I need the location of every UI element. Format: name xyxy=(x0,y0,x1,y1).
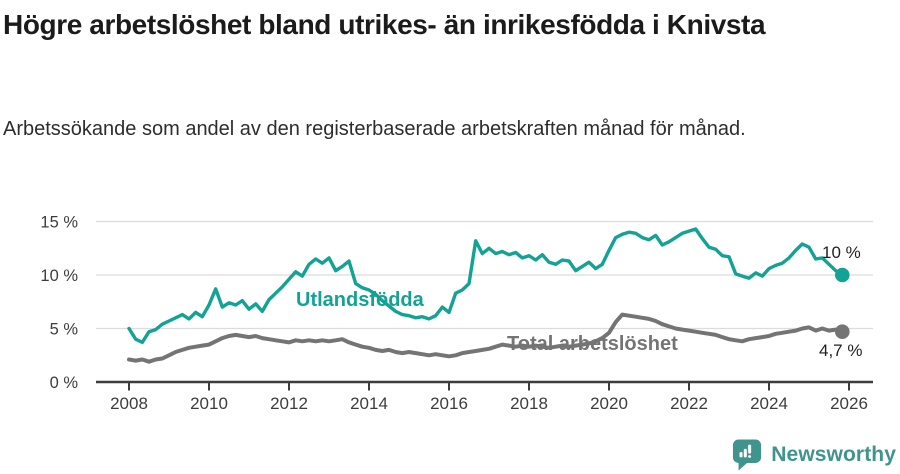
chart-subtitle: Arbetssökande som andel av den registerb… xyxy=(3,118,746,140)
brand-footer: Newsworthy xyxy=(732,438,896,471)
x-axis-tick-label: 2008 xyxy=(110,394,148,413)
chart-area: 0 % 5 % 10 % 15 % 2008 2010 2012 2014 2016 2018 20… xyxy=(0,166,900,418)
end-value-label-total: 4,7 % xyxy=(819,341,863,360)
chart-title: Högre arbetslöshet bland utrikes- än inr… xyxy=(3,9,766,40)
x-axis-tick-label: 2016 xyxy=(430,394,468,413)
logo-bar-1 xyxy=(739,452,743,458)
brand-name: Newsworthy xyxy=(771,442,896,466)
newsworthy-logo-icon xyxy=(733,439,762,471)
line-chart: 0 % 5 % 10 % 15 % 2008 2010 2012 2014 2016 2018 20… xyxy=(40,214,873,413)
y-axis-tick-label: 10 % xyxy=(40,267,78,285)
logo-bar-2 xyxy=(744,448,748,458)
logo-exclamation-dot xyxy=(748,455,752,458)
series-label-utlandsfodda: Utlandsfödda xyxy=(296,289,424,311)
y-axis-tick-label: 15 % xyxy=(40,214,78,232)
x-axis-tick-label: 2018 xyxy=(510,394,548,413)
series-end-dot-0 xyxy=(835,267,850,283)
x-axis-tick-label: 2024 xyxy=(750,394,788,413)
series-line-0 xyxy=(127,227,844,345)
end-value-label-utlandsfodda: 10 % xyxy=(822,243,861,262)
x-axis-tick-label: 2010 xyxy=(190,394,228,413)
series-end-dot-1 xyxy=(835,324,850,339)
logo-exclamation-bar xyxy=(748,444,752,454)
x-axis-tick-label: 2026 xyxy=(830,394,868,413)
x-axis-tick-label: 2020 xyxy=(590,394,628,413)
x-axis-tick-label: 2022 xyxy=(670,394,708,413)
x-axis-tick-label: 2012 xyxy=(270,394,308,413)
series-label-total-arbetsloshet: Total arbetslöshet xyxy=(507,333,678,355)
x-axis-tick-label: 2014 xyxy=(350,394,388,413)
series-line-1 xyxy=(127,312,845,364)
y-axis-tick-label: 5 % xyxy=(50,321,79,339)
y-axis-tick-label: 0 % xyxy=(50,374,79,392)
logo-bubble-shape xyxy=(733,439,762,471)
